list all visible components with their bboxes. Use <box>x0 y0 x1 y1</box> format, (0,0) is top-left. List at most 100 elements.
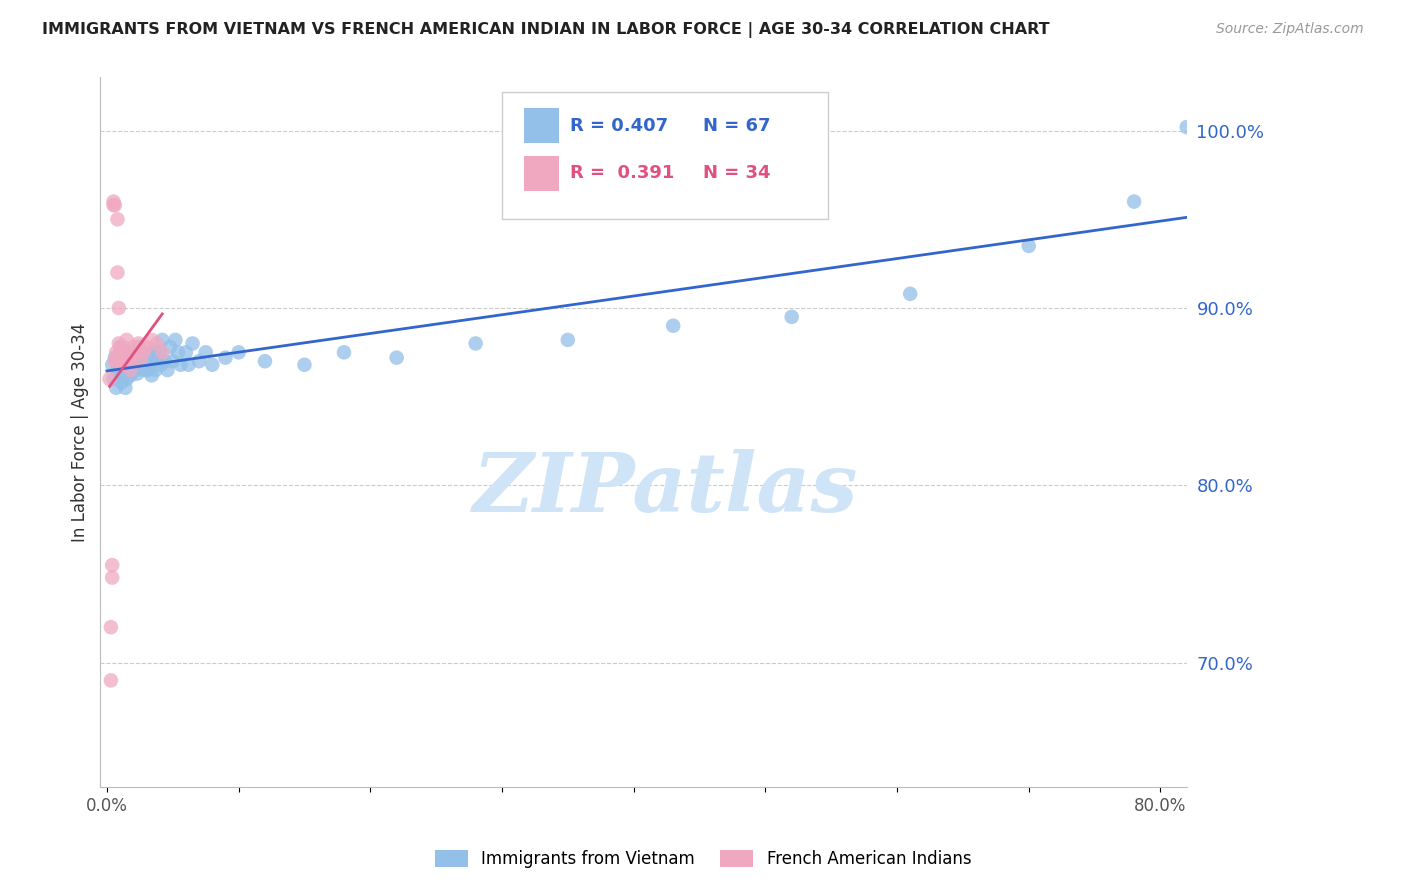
Point <box>170 358 193 372</box>
FancyBboxPatch shape <box>502 92 828 219</box>
Point <box>464 336 486 351</box>
Point <box>149 345 172 359</box>
Point <box>132 345 155 359</box>
Text: R =  0.391: R = 0.391 <box>569 164 673 182</box>
Point <box>105 345 128 359</box>
Point <box>149 358 172 372</box>
Legend: Immigrants from Vietnam, French American Indians: Immigrants from Vietnam, French American… <box>427 843 979 875</box>
Point <box>104 351 127 365</box>
Point <box>1175 120 1198 134</box>
Point <box>129 358 152 372</box>
Point <box>114 381 136 395</box>
Point <box>146 351 169 365</box>
Point <box>188 354 211 368</box>
Point <box>121 358 143 372</box>
Point <box>127 367 149 381</box>
Point <box>294 358 316 372</box>
Point <box>128 351 150 365</box>
Point <box>150 345 173 359</box>
Point <box>120 368 142 383</box>
Point <box>117 363 139 377</box>
Point <box>128 336 150 351</box>
Point <box>107 336 129 351</box>
Text: N = 67: N = 67 <box>703 117 770 135</box>
Point <box>107 212 129 227</box>
Point <box>112 358 135 372</box>
Point <box>333 345 356 359</box>
Point <box>118 354 141 368</box>
FancyBboxPatch shape <box>524 108 558 143</box>
Point <box>1123 194 1146 209</box>
Point <box>145 363 167 377</box>
Point <box>167 345 190 359</box>
Point <box>107 354 129 368</box>
Point <box>107 301 129 315</box>
Point <box>135 340 157 354</box>
Point <box>111 351 134 365</box>
Point <box>150 333 173 347</box>
Point <box>103 198 125 212</box>
Point <box>122 340 145 354</box>
Point <box>101 570 124 584</box>
Point <box>118 354 141 368</box>
Point <box>143 343 166 358</box>
Point <box>114 358 136 372</box>
Point <box>100 673 122 688</box>
Point <box>165 333 187 347</box>
Point <box>162 354 184 368</box>
Y-axis label: In Labor Force | Age 30-34: In Labor Force | Age 30-34 <box>72 323 89 541</box>
Point <box>181 336 204 351</box>
Text: IMMIGRANTS FROM VIETNAM VS FRENCH AMERICAN INDIAN IN LABOR FORCE | AGE 30-34 COR: IMMIGRANTS FROM VIETNAM VS FRENCH AMERIC… <box>42 22 1050 38</box>
Point <box>120 363 142 377</box>
Text: ZIPatlas: ZIPatlas <box>472 449 858 529</box>
Point <box>125 354 148 368</box>
Point <box>228 345 250 359</box>
Point <box>159 340 181 354</box>
Point <box>141 333 163 347</box>
Point <box>110 376 132 390</box>
Point <box>108 367 131 381</box>
Point <box>110 354 132 368</box>
Point <box>128 340 150 354</box>
Text: Source: ZipAtlas.com: Source: ZipAtlas.com <box>1216 22 1364 37</box>
Point <box>253 354 276 368</box>
Point <box>105 381 128 395</box>
Point <box>103 372 125 386</box>
Point <box>174 345 197 359</box>
Point <box>557 333 579 347</box>
Point <box>98 372 121 386</box>
Point <box>104 354 127 368</box>
Point <box>1018 239 1040 253</box>
Point <box>124 363 146 377</box>
Point <box>121 351 143 365</box>
Point <box>132 363 155 377</box>
Point <box>122 349 145 363</box>
Point <box>104 198 127 212</box>
Point <box>139 345 162 359</box>
Point <box>138 358 160 372</box>
Point <box>117 345 139 359</box>
Point <box>131 345 153 359</box>
FancyBboxPatch shape <box>524 156 558 191</box>
Point <box>214 351 236 365</box>
Point <box>115 333 138 347</box>
Point <box>111 340 134 354</box>
Point <box>780 310 803 324</box>
Point <box>662 318 685 333</box>
Point <box>115 345 138 359</box>
Point <box>194 345 217 359</box>
Point <box>112 351 135 365</box>
Point <box>115 372 138 386</box>
Point <box>146 336 169 351</box>
Point <box>105 354 128 368</box>
Point <box>125 345 148 359</box>
Point <box>100 620 122 634</box>
Point <box>141 368 163 383</box>
Point <box>107 266 129 280</box>
Point <box>153 354 176 368</box>
Point <box>201 358 224 372</box>
Point <box>136 363 159 377</box>
Point <box>108 345 131 359</box>
Point <box>898 286 921 301</box>
Point <box>385 351 408 365</box>
